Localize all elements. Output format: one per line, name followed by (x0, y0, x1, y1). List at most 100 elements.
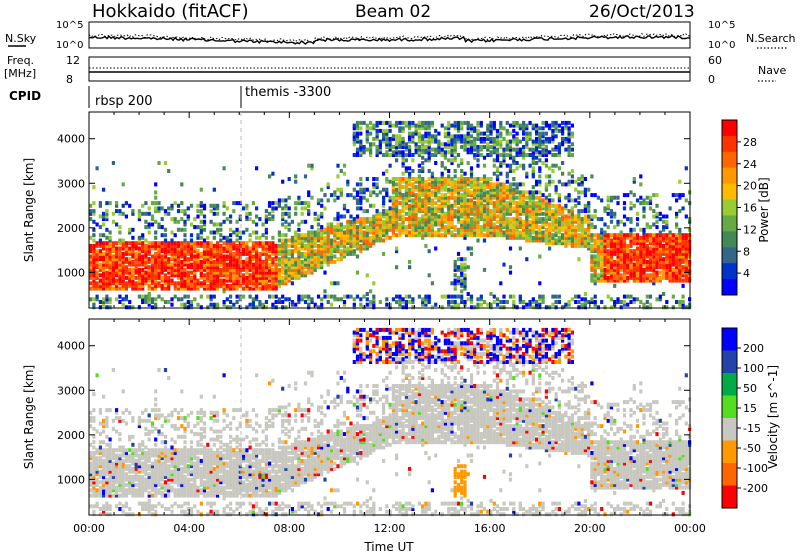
power-echo-cell (535, 136, 539, 141)
power-echo-cell (219, 281, 223, 286)
power-echo-cell (476, 201, 480, 206)
power-echo-cell (577, 209, 581, 214)
power-echo-cell (115, 249, 119, 254)
power-echo-cell (583, 214, 587, 219)
power-echo-cell (206, 278, 210, 283)
power-echo-cell (362, 150, 366, 155)
power-echo-cell (369, 142, 373, 147)
power-echo-cell (147, 275, 151, 280)
power-echo-cell (92, 243, 96, 248)
power-echo-cell (199, 243, 203, 248)
power-echo-cell (261, 302, 265, 307)
power-echo-cell (437, 217, 441, 222)
power-echo-cell (385, 227, 389, 232)
noise-left-tick-top: 10^5 (56, 20, 83, 31)
power-echo-cell (486, 179, 490, 184)
power-echo-cell (684, 251, 688, 256)
power-echo-cell (183, 305, 187, 310)
power-echo-cell (590, 233, 594, 238)
power-echo-cell (658, 249, 662, 254)
power-echo-cell (170, 273, 174, 278)
power-echo-cell (561, 161, 565, 165)
power-echo-cell (466, 177, 470, 181)
power-echo-cell (102, 217, 106, 222)
power-echo-cell (574, 217, 578, 222)
power-echo-cell (300, 297, 304, 302)
power-echo-cell (583, 190, 587, 195)
power-echo-cell (290, 267, 294, 272)
power-echo-cell (131, 246, 135, 251)
power-echo-cell (486, 145, 490, 149)
power-echo-cell (587, 238, 591, 243)
power-echo-cell (635, 233, 640, 238)
power-echo-cell (303, 174, 308, 179)
power-echo-cell (606, 233, 610, 238)
power-echo-cell (264, 254, 268, 259)
power-echo-cell (242, 273, 246, 278)
power-echo-cell (648, 195, 653, 200)
power-echo-cell (662, 259, 666, 264)
power-echo-cell (395, 300, 399, 304)
power-echo-cell (388, 209, 392, 214)
power-echo-cell (417, 163, 421, 168)
power-echo-cell (271, 217, 275, 222)
velocity-echo-cell (105, 490, 109, 495)
power-echo-cell (440, 147, 444, 152)
power-echo-cell (486, 198, 490, 203)
power-echo-cell (323, 235, 327, 240)
power-echo-cell (141, 281, 145, 286)
power-echo-cell (564, 126, 568, 131)
power-echo-cell (639, 257, 643, 262)
power-echo-cell (440, 142, 444, 147)
power-echo-cell (512, 139, 516, 144)
power-echo-cell (346, 230, 350, 235)
power-echo-cell (613, 211, 617, 216)
power-echo-cell (522, 233, 526, 238)
power-echo-cell (668, 238, 672, 243)
power-echo-cell (570, 209, 574, 214)
power-echo-cell (531, 222, 535, 227)
power-echo-cell (209, 246, 213, 251)
power-echo-cell (199, 273, 203, 278)
power-echo-cell (512, 227, 516, 232)
power-echo-cell (134, 281, 138, 286)
power-echo-cell (108, 305, 112, 310)
power-echo-cell (170, 230, 174, 235)
power-echo-cell (300, 270, 304, 275)
power-echo-cell (421, 235, 425, 240)
power-echo-cell (303, 243, 308, 248)
velocity-echo-cell (89, 456, 93, 461)
power-echo-cell (531, 211, 535, 216)
velocity-echo-cell (105, 480, 109, 485)
power-echo-cell (95, 241, 99, 246)
power-echo-cell (622, 262, 627, 267)
power-echo-cell (450, 219, 454, 224)
power-echo-cell (417, 233, 421, 238)
power-echo-cell (238, 265, 242, 270)
power-echo-cell (111, 259, 115, 264)
power-echo-cell (193, 286, 197, 291)
power-echo-cell (554, 203, 558, 208)
power-echo-cell (258, 278, 262, 283)
power-echo-cell (668, 243, 672, 248)
power-echo-cell (662, 243, 666, 248)
power-echo-cell (508, 123, 513, 128)
power-echo-cell (372, 182, 376, 187)
power-echo-cell (401, 177, 405, 181)
power-echo-cell (264, 246, 268, 251)
power-echo-cell (173, 201, 177, 206)
power-echo-cell (284, 278, 288, 283)
velocity-echo-cell (92, 440, 96, 445)
power-echo-cell (92, 302, 96, 307)
power-echo-cell (284, 270, 288, 275)
power-echo-cell (655, 246, 659, 251)
power-echo-cell (567, 126, 571, 131)
power-echo-cell (564, 225, 568, 230)
power-echo-cell (479, 294, 483, 299)
power-echo-cell (531, 227, 535, 232)
power-echo-cell (538, 206, 542, 211)
power-echo-cell (681, 249, 685, 254)
power-echo-cell (622, 235, 627, 240)
velocity-echo-cell (102, 485, 106, 490)
velocity-echo-cell (105, 464, 109, 469)
